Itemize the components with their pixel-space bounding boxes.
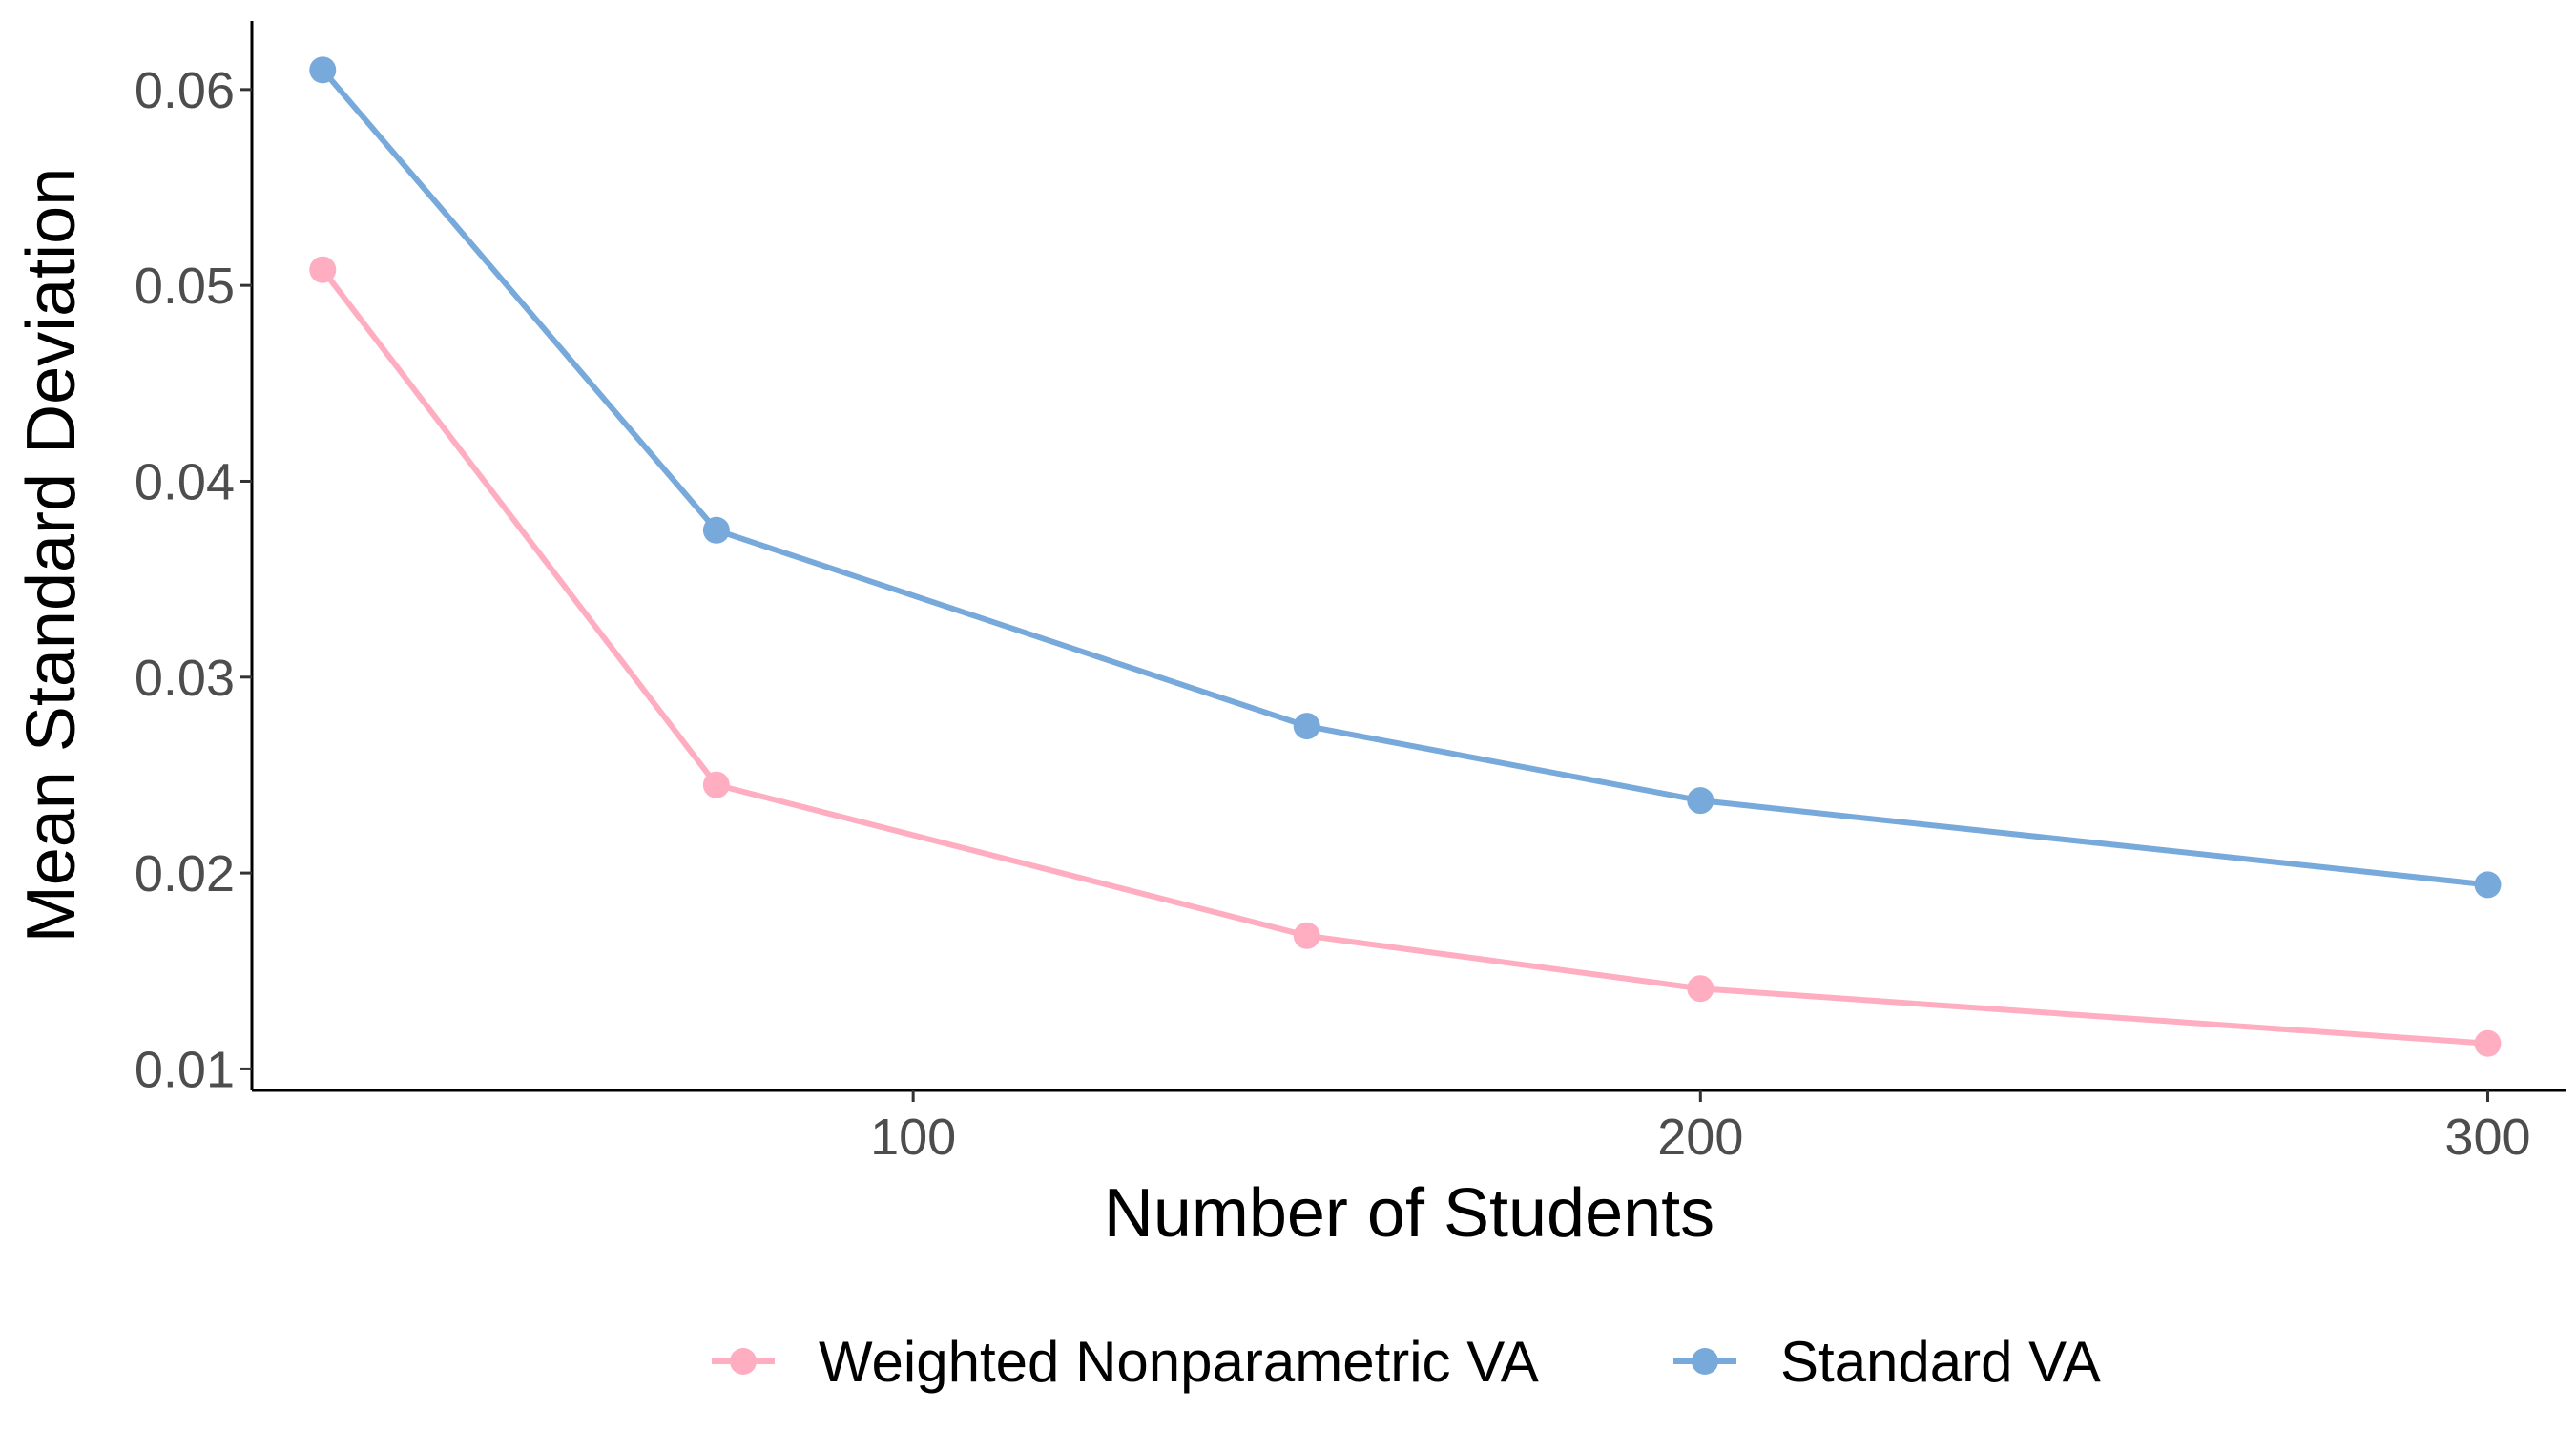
legend: Weighted Nonparametric VA Standard VA	[712, 1330, 2101, 1394]
data-point-1-0	[309, 56, 337, 84]
data-point-0-2	[1293, 922, 1320, 949]
data-point-1-3	[1687, 787, 1714, 815]
data-point-0-1	[702, 771, 730, 798]
legend-label-1: Standard VA	[1780, 1330, 2101, 1394]
x-ticks: 100 200 300	[870, 1090, 2531, 1166]
x-tick-label: 200	[1657, 1109, 1743, 1166]
data-point-0-0	[309, 256, 337, 283]
series-layer	[309, 56, 2502, 1057]
data-point-0-3	[1687, 975, 1714, 1003]
x-tick-label: 100	[870, 1109, 956, 1166]
legend-label-0: Weighted Nonparametric VA	[819, 1330, 1539, 1394]
y-tick-label: 0.02	[135, 845, 235, 902]
y-ticks: 0.01 0.02 0.03 0.04 0.05 0.06	[135, 62, 252, 1098]
y-tick-label: 0.03	[135, 650, 235, 707]
y-tick-label: 0.06	[135, 62, 235, 119]
data-point-1-4	[2474, 871, 2502, 899]
x-axis-title: Number of Students	[1104, 1175, 1714, 1252]
y-axis-title: Mean Standard Deviation	[13, 168, 90, 944]
legend-key-point-0	[730, 1348, 757, 1375]
data-point-0-4	[2474, 1029, 2502, 1057]
legend-key-point-1	[1692, 1348, 1718, 1375]
x-tick-label: 300	[2444, 1109, 2530, 1166]
series-line-0	[320, 266, 2491, 1047]
series-line-1	[320, 67, 2491, 888]
y-tick-label: 0.01	[135, 1041, 235, 1098]
y-tick-label: 0.05	[135, 258, 235, 315]
y-tick-label: 0.04	[135, 453, 235, 510]
data-point-1-2	[1293, 713, 1320, 740]
data-point-1-1	[702, 516, 730, 544]
